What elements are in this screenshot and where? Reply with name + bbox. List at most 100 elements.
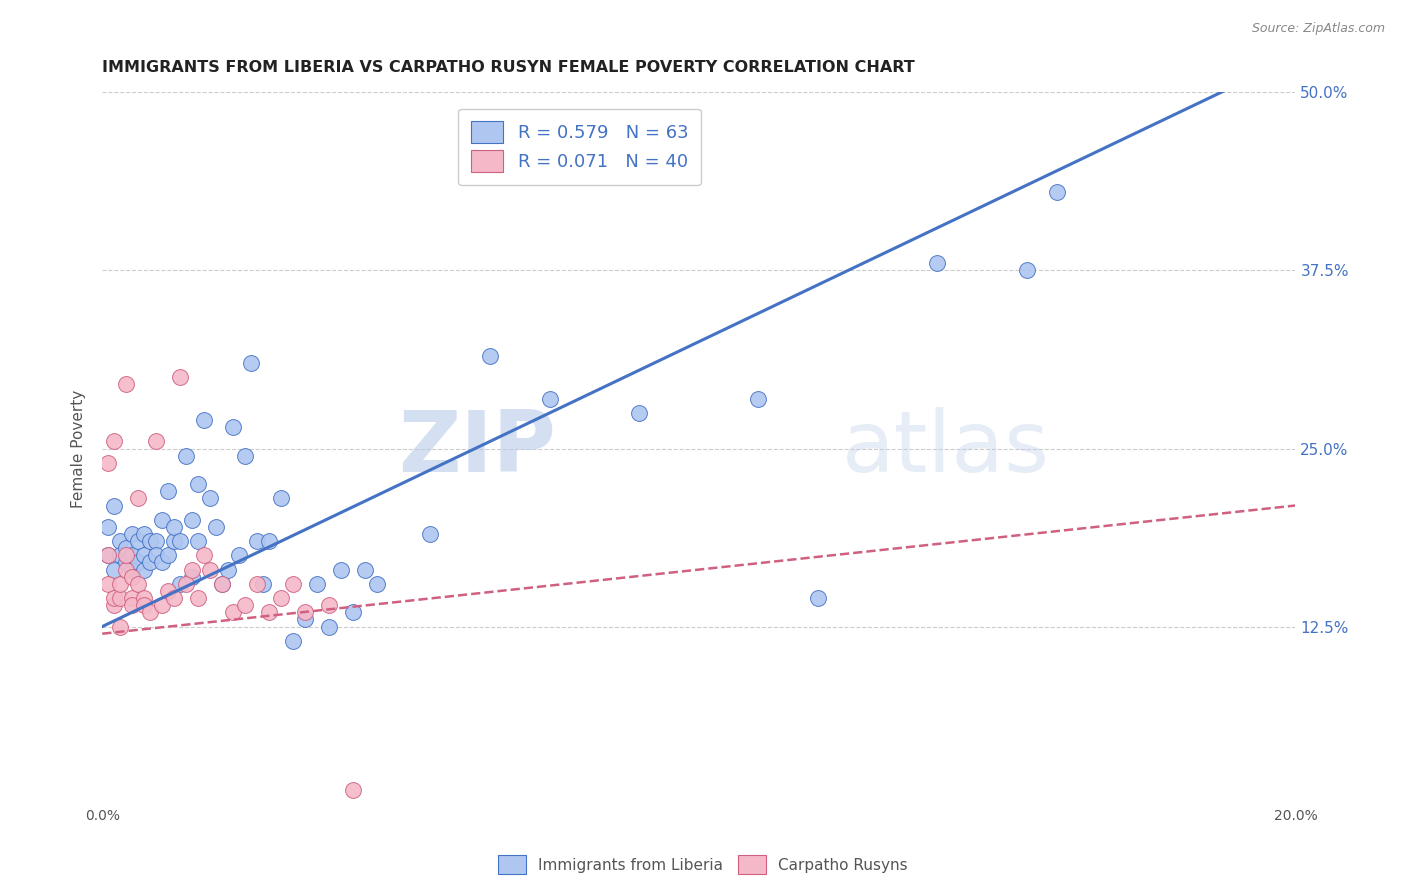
Point xyxy=(132,591,155,605)
Point xyxy=(628,406,651,420)
Legend: Immigrants from Liberia, Carpatho Rusyns: Immigrants from Liberia, Carpatho Rusyns xyxy=(492,849,914,880)
Point xyxy=(121,527,143,541)
Point xyxy=(193,413,215,427)
Point xyxy=(353,563,375,577)
Point xyxy=(145,534,167,549)
Point xyxy=(127,577,149,591)
Y-axis label: Female Poverty: Female Poverty xyxy=(72,390,86,508)
Text: ZIP: ZIP xyxy=(398,407,555,490)
Point xyxy=(121,549,143,563)
Point xyxy=(235,449,257,463)
Point xyxy=(139,605,162,619)
Point xyxy=(187,534,209,549)
Point xyxy=(169,577,191,591)
Point xyxy=(252,577,274,591)
Point xyxy=(145,549,167,563)
Point xyxy=(115,541,138,556)
Point xyxy=(294,605,316,619)
Point xyxy=(145,434,167,449)
Point xyxy=(97,577,120,591)
Point xyxy=(139,534,162,549)
Point xyxy=(246,577,269,591)
Point xyxy=(163,520,186,534)
Point xyxy=(156,584,179,599)
Point xyxy=(115,563,138,577)
Point xyxy=(169,534,191,549)
Point xyxy=(1015,263,1038,277)
Point xyxy=(97,520,120,534)
Point xyxy=(222,420,245,434)
Point xyxy=(150,513,173,527)
Point xyxy=(97,456,120,470)
Point xyxy=(156,484,179,499)
Point xyxy=(366,577,388,591)
Point xyxy=(132,549,155,563)
Point xyxy=(198,491,221,506)
Point xyxy=(329,563,352,577)
Point xyxy=(270,491,292,506)
Point xyxy=(121,570,143,584)
Point xyxy=(108,549,131,563)
Point xyxy=(807,591,830,605)
Point xyxy=(180,513,202,527)
Point xyxy=(127,491,149,506)
Point xyxy=(127,534,149,549)
Point xyxy=(228,549,250,563)
Text: IMMIGRANTS FROM LIBERIA VS CARPATHO RUSYN FEMALE POVERTY CORRELATION CHART: IMMIGRANTS FROM LIBERIA VS CARPATHO RUSY… xyxy=(103,60,915,75)
Point xyxy=(115,549,138,563)
Point xyxy=(211,577,233,591)
Point xyxy=(127,556,149,570)
Point xyxy=(180,563,202,577)
Text: Source: ZipAtlas.com: Source: ZipAtlas.com xyxy=(1251,22,1385,36)
Point xyxy=(217,563,239,577)
Point xyxy=(108,619,131,633)
Point xyxy=(103,591,125,605)
Point xyxy=(108,577,131,591)
Point xyxy=(103,434,125,449)
Point xyxy=(163,591,186,605)
Point xyxy=(281,633,304,648)
Point xyxy=(187,591,209,605)
Point xyxy=(419,527,441,541)
Point xyxy=(235,598,257,612)
Point xyxy=(270,591,292,605)
Point xyxy=(211,577,233,591)
Point xyxy=(187,477,209,491)
Point xyxy=(132,563,155,577)
Legend: R = 0.579   N = 63, R = 0.071   N = 40: R = 0.579 N = 63, R = 0.071 N = 40 xyxy=(458,109,702,186)
Point xyxy=(1046,185,1069,199)
Point xyxy=(103,499,125,513)
Point xyxy=(103,563,125,577)
Point xyxy=(132,527,155,541)
Point xyxy=(97,549,120,563)
Point xyxy=(259,605,281,619)
Point xyxy=(103,598,125,612)
Point xyxy=(121,563,143,577)
Point xyxy=(163,534,186,549)
Point xyxy=(318,619,340,633)
Point xyxy=(342,783,364,797)
Point xyxy=(169,370,191,384)
Point xyxy=(108,591,131,605)
Point xyxy=(174,449,197,463)
Point xyxy=(198,563,221,577)
Point xyxy=(281,577,304,591)
Point xyxy=(927,256,949,270)
Point xyxy=(305,577,328,591)
Point xyxy=(97,549,120,563)
Point xyxy=(115,556,138,570)
Point xyxy=(121,591,143,605)
Point xyxy=(538,392,561,406)
Point xyxy=(115,377,138,392)
Point xyxy=(747,392,769,406)
Point xyxy=(108,534,131,549)
Point xyxy=(150,598,173,612)
Point xyxy=(150,556,173,570)
Point xyxy=(132,598,155,612)
Point xyxy=(222,605,245,619)
Point xyxy=(342,605,364,619)
Point xyxy=(294,612,316,626)
Text: atlas: atlas xyxy=(842,407,1050,490)
Point xyxy=(193,549,215,563)
Point xyxy=(180,570,202,584)
